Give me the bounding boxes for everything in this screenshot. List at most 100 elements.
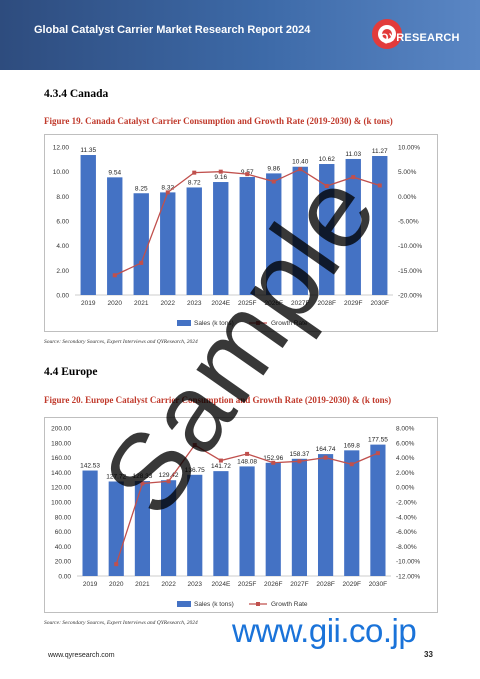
- canada-growth-point: [377, 183, 382, 188]
- canada-y-tick: 4.00: [56, 243, 69, 250]
- canada-x-tick: 2026F: [265, 300, 283, 307]
- canada-x-tick: 2021: [134, 300, 149, 307]
- europe-x-tick: 2030F: [369, 581, 387, 588]
- canada-y2-tick: 10.00%: [398, 145, 420, 152]
- canada-y2-tick: 5.00%: [398, 169, 417, 176]
- canada-growth-point: [165, 190, 170, 195]
- canada-x-tick: 2030F: [371, 300, 389, 307]
- europe-y-tick: 100.00: [51, 500, 71, 507]
- canada-bar: [345, 158, 361, 295]
- canada-x-tick: 2023: [187, 300, 202, 307]
- europe-value-label: 142.53: [80, 463, 100, 470]
- europe-y-tick: 140.00: [51, 470, 71, 477]
- canada-growth-point: [245, 172, 250, 177]
- canada-x-tick: 2028F: [318, 300, 336, 307]
- europe-y-tick: 160.00: [51, 455, 71, 462]
- europe-y-tick: 180.00: [51, 440, 71, 447]
- canada-value-label: 11.27: [372, 148, 388, 155]
- europe-growth-point: [166, 479, 171, 484]
- section-heading-europe: 4.4 Europe: [44, 366, 98, 378]
- europe-value-label: 164.74: [316, 446, 336, 453]
- canada-value-label: 11.35: [80, 147, 96, 154]
- europe-x-tick: 2025F: [238, 581, 256, 588]
- europe-bar: [317, 454, 334, 576]
- europe-growth-point: [349, 462, 354, 467]
- canada-growth-point: [324, 183, 329, 188]
- canada-y2-tick: -5.00%: [398, 219, 419, 226]
- europe-legend-sales: Sales (k tons): [194, 601, 234, 608]
- canada-y-tick: 8.00: [56, 194, 69, 201]
- europe-y-tick: 80.00: [55, 514, 72, 521]
- europe-bar: [108, 481, 124, 576]
- europe-growth-point: [323, 455, 328, 460]
- europe-x-tick: 2019: [83, 581, 98, 588]
- canada-x-tick: 2029F: [344, 300, 362, 307]
- canada-bar: [266, 173, 282, 295]
- europe-growth-point: [271, 460, 276, 465]
- canada-bar: [80, 155, 96, 295]
- europe-y-tick: 120.00: [51, 485, 71, 492]
- europe-y-tick: 20.00: [55, 559, 72, 566]
- chart-canada: 0.00 2.00 4.00 6.00 8.00 10.00 12.00 -20.00% -15…: [44, 134, 438, 332]
- canada-growth-point: [139, 260, 144, 265]
- europe-bar: [187, 474, 203, 576]
- canada-value-label: 10.62: [319, 156, 336, 163]
- europe-value-label: 148.08: [237, 458, 257, 465]
- footer-url[interactable]: www.qyresearch.com: [48, 652, 115, 659]
- canada-y-tick: 2.00: [56, 268, 69, 275]
- europe-y2-tick: 6.00%: [396, 440, 415, 447]
- canada-growth-point: [271, 179, 276, 184]
- canada-growth-point: [112, 273, 117, 278]
- canada-x-tick: 2020: [108, 300, 123, 307]
- europe-y-tick: 60.00: [55, 529, 72, 536]
- canada-y-tick: 12.00: [53, 145, 70, 152]
- europe-growth-point: [375, 451, 380, 456]
- canada-y-tick: 0.00: [56, 293, 69, 300]
- europe-y2-tick: -10.00%: [396, 559, 420, 566]
- europe-legend-growth: Growth Rate: [271, 601, 308, 608]
- canada-growth-point: [192, 170, 197, 175]
- canada-legend-growth: Growth Rate: [271, 320, 308, 327]
- europe-legend-line-marker: [256, 602, 260, 606]
- europe-x-tick: 2028F: [316, 581, 334, 588]
- canada-y-tick: 10.00: [53, 169, 70, 176]
- europe-y2-tick: -12.00%: [396, 574, 420, 581]
- chart-europe-svg: 0.00 20.00 40.00 60.00 80.00 100.00 120.00 140.…: [51, 426, 420, 609]
- europe-y-tick: 0.00: [58, 574, 71, 581]
- europe-bar: [82, 470, 98, 576]
- europe-y2-tick: -8.00%: [396, 544, 417, 551]
- page-number: 33: [424, 650, 433, 659]
- canada-x-tick: 2019: [81, 300, 96, 307]
- canada-bar: [292, 166, 308, 295]
- europe-bar: [265, 462, 281, 576]
- canada-y2-tick: -10.00%: [398, 243, 422, 250]
- canada-value-label: 8.32: [161, 184, 174, 191]
- europe-value-label: 136.75: [185, 467, 205, 474]
- canada-bar: [319, 164, 335, 295]
- europe-value-label: 152.96: [263, 455, 283, 462]
- canada-value-label: 8.25: [135, 185, 148, 192]
- europe-x-tick: 2027F: [290, 581, 308, 588]
- canada-growth-point: [351, 175, 356, 180]
- chart-canada-svg: 0.00 2.00 4.00 6.00 8.00 10.00 12.00 -20.00% -15…: [53, 145, 423, 328]
- europe-y2-tick: 0.00%: [396, 485, 415, 492]
- canada-legend-line-marker: [256, 321, 260, 325]
- europe-bar: [160, 480, 177, 576]
- canada-x-tick: 2022: [161, 300, 176, 307]
- europe-value-label: 169.8: [344, 442, 361, 449]
- europe-bar: [370, 444, 386, 576]
- europe-x-tick: 2022: [161, 581, 176, 588]
- europe-value-label: 127.72: [106, 473, 126, 480]
- canada-legend-bar-swatch: [177, 320, 191, 326]
- europe-x-tick: 2020: [109, 581, 124, 588]
- canada-value-label: 9.54: [108, 169, 121, 176]
- canada-y2-tick: -15.00%: [398, 268, 422, 275]
- source-note-canada: Source: Secondary Sources, Expert Interv…: [44, 339, 198, 345]
- canada-value-label: 11.03: [345, 151, 361, 158]
- europe-y2-tick: -6.00%: [396, 529, 417, 536]
- europe-bar: [134, 481, 151, 576]
- canada-bar: [239, 176, 255, 295]
- europe-legend-bar-swatch: [177, 601, 191, 607]
- europe-bar: [291, 458, 308, 576]
- canada-bar: [107, 177, 123, 295]
